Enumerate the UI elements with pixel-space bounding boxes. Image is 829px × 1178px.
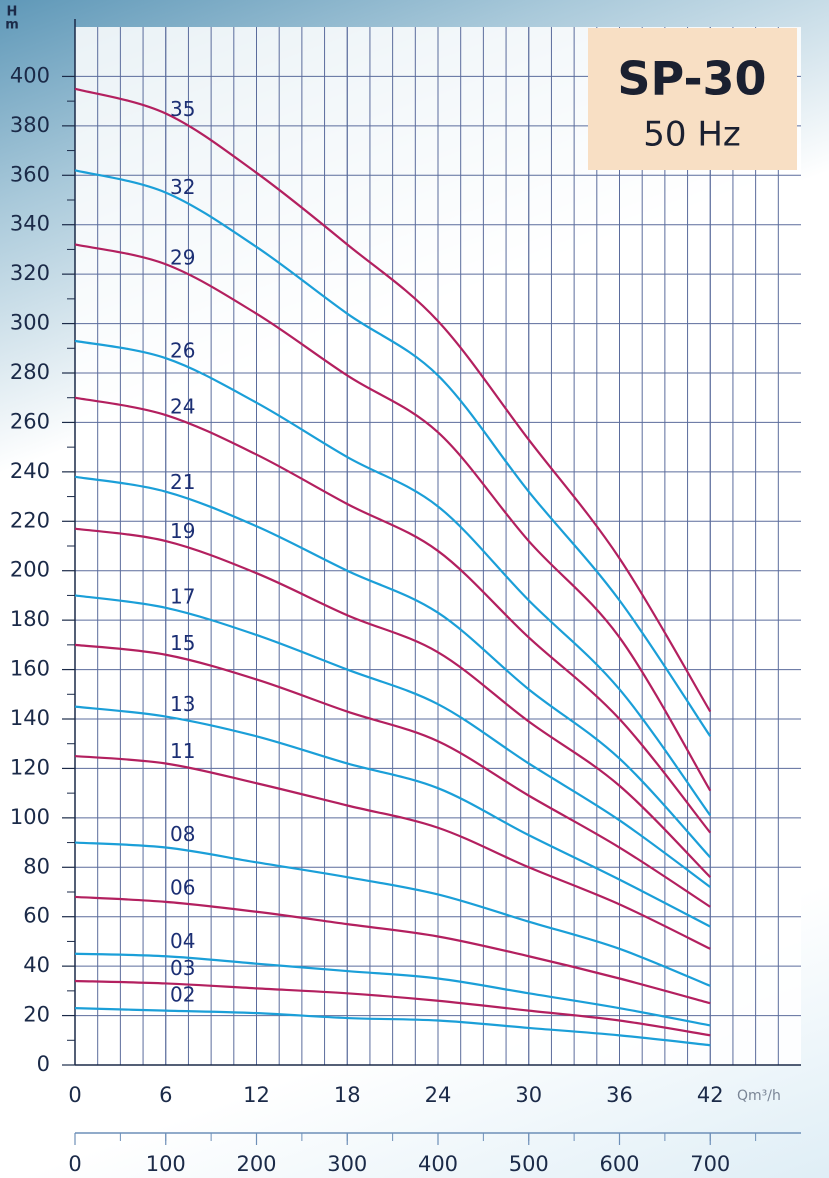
y-tick-label: 240 — [10, 459, 50, 483]
curve-label: 08 — [170, 822, 195, 846]
y-tick-label: 120 — [10, 755, 50, 779]
y-tick-label: 100 — [10, 805, 50, 829]
pump-curve — [74, 979, 711, 1037]
curve-label: 15 — [170, 631, 195, 655]
chart-subtitle: 50 Hz — [643, 115, 740, 155]
curves: 35 32 29 26 24 21 19 17 15 13 11 08 06 04 03 02 — [74, 87, 712, 1047]
pump-curve — [74, 243, 712, 792]
x2-tick-label: 100 — [146, 1152, 186, 1176]
y-tick-label: 280 — [10, 360, 50, 384]
grid — [62, 19, 801, 1066]
pump-curve — [74, 643, 711, 908]
pump-curve — [74, 841, 711, 987]
y-tick-label: 340 — [10, 212, 50, 236]
y-tick-label: 360 — [10, 162, 50, 186]
pump-curve — [74, 527, 712, 878]
y-tick-label: 160 — [10, 657, 50, 681]
x2-tick-label: 300 — [327, 1152, 367, 1176]
y-tick-label: 200 — [10, 558, 50, 582]
x-tick-label: 30 — [515, 1083, 542, 1107]
pump-curve — [74, 754, 711, 950]
curve-label: 13 — [170, 692, 195, 716]
pump-curve — [74, 705, 711, 928]
x-tick-label: 18 — [334, 1083, 361, 1107]
pump-curve — [74, 396, 712, 834]
pump-curve — [74, 339, 712, 817]
y-axis-label: m — [5, 18, 19, 33]
curve-label: 26 — [170, 339, 195, 363]
y-axis-label: H — [7, 5, 18, 20]
x-axis-label: Qm³/h — [737, 1088, 781, 1104]
y-tick-label: 60 — [23, 904, 50, 928]
y-tick-label: 400 — [10, 63, 50, 87]
curve-label: 03 — [170, 956, 195, 980]
x-tick-label: 24 — [425, 1083, 452, 1107]
title-box — [588, 28, 797, 170]
pump-curve — [74, 1007, 711, 1047]
curve-label: 19 — [170, 519, 195, 543]
curve-label: 29 — [170, 246, 195, 270]
x2-tick-label: 700 — [690, 1152, 730, 1176]
curve-label: 35 — [170, 97, 195, 121]
curve-label: 24 — [170, 394, 195, 418]
x2-tick-label: 500 — [509, 1152, 549, 1176]
y-tick-label: 300 — [10, 311, 50, 335]
curve-label: 11 — [170, 739, 195, 763]
curve-label: 21 — [170, 470, 195, 494]
x-tick-label: 42 — [697, 1083, 724, 1107]
x-tick-label: 12 — [243, 1083, 270, 1107]
x2-tick-label: 0 — [68, 1152, 81, 1176]
pump-curve — [74, 169, 712, 737]
pump-curve — [74, 475, 712, 859]
y-tick-label: 140 — [10, 706, 50, 730]
y-tick-label: 380 — [10, 113, 50, 137]
pump-curve — [74, 952, 711, 1027]
y-tick-label: 40 — [23, 953, 50, 977]
y-tick-label: 80 — [23, 854, 50, 878]
y-tick-label: 260 — [10, 409, 50, 433]
y-tick-label: 220 — [10, 508, 50, 532]
x-tick-label: 0 — [68, 1083, 81, 1107]
pump-curve — [74, 594, 711, 888]
y-tick-label: 320 — [10, 261, 50, 285]
y-tick-label: 20 — [23, 1003, 50, 1027]
curve-label: 02 — [170, 983, 195, 1007]
x-tick-label: 6 — [159, 1083, 172, 1107]
pump-curve — [74, 87, 712, 713]
curve-label: 04 — [170, 929, 195, 953]
x2-tick-label: 600 — [599, 1152, 639, 1176]
x2-tick-label: 400 — [418, 1152, 458, 1176]
y-tick-label: 180 — [10, 607, 50, 631]
curve-label: 06 — [170, 875, 195, 899]
chart-title: SP-30 — [617, 52, 766, 106]
curve-label: 32 — [170, 175, 195, 199]
x-tick-label: 36 — [606, 1083, 633, 1107]
curve-label: 17 — [170, 585, 195, 609]
x2-tick-label: 200 — [236, 1152, 276, 1176]
pump-curve — [74, 895, 711, 1005]
y-tick-label: 0 — [37, 1052, 50, 1076]
